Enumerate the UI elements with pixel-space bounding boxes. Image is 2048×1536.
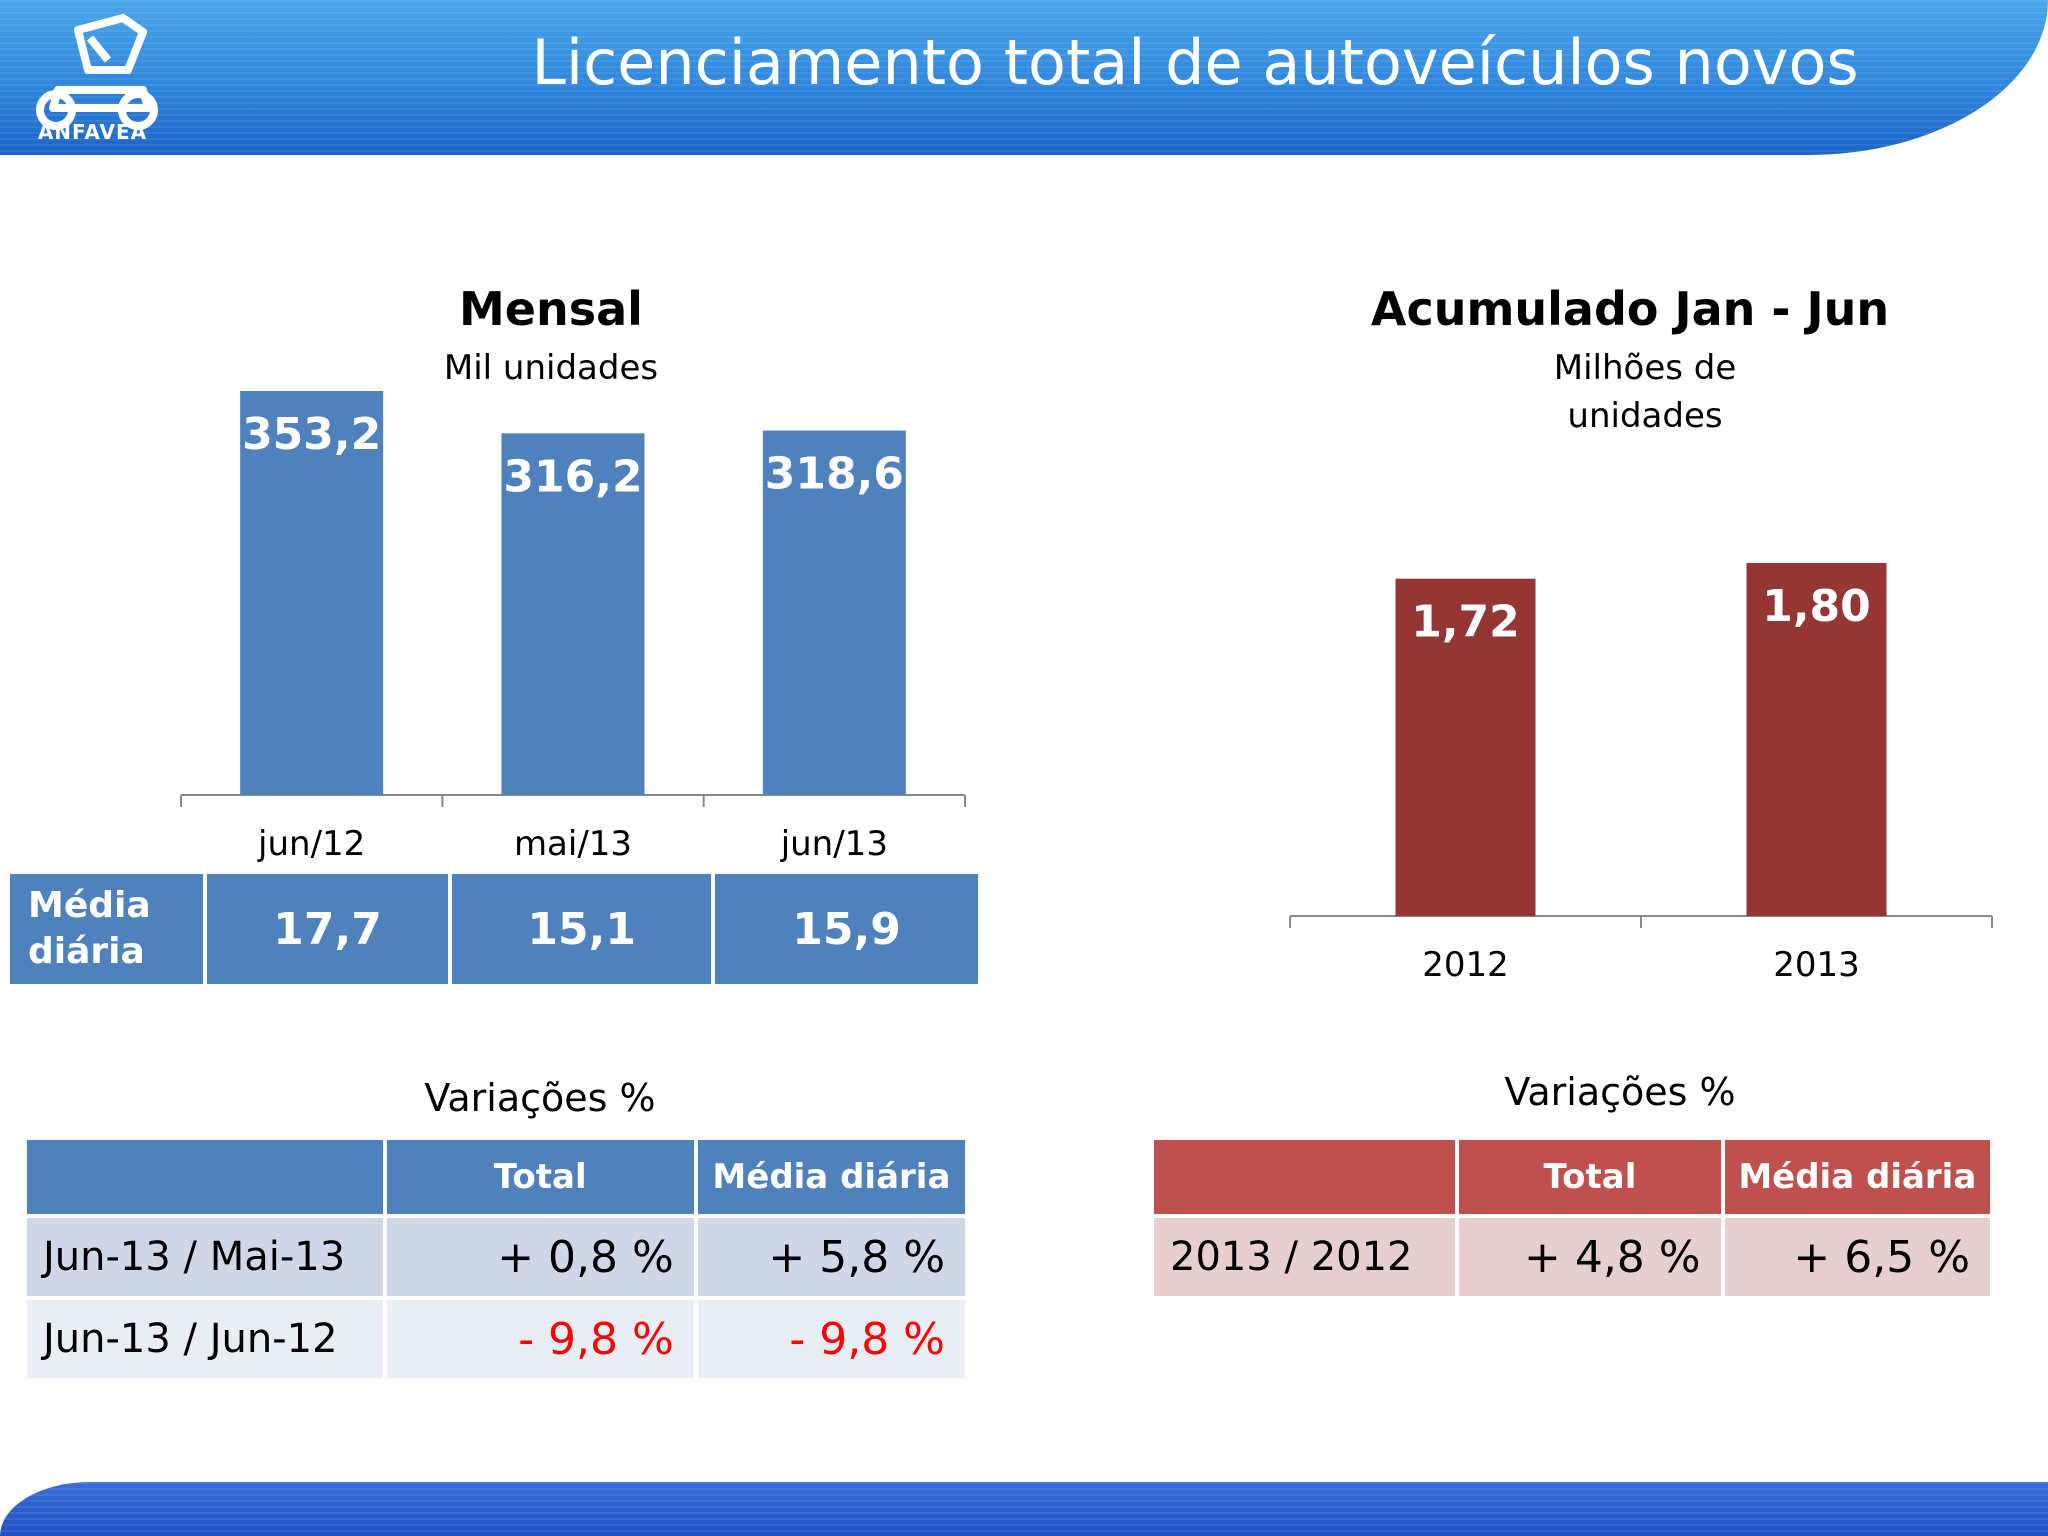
page-title: Licenciamento total de autoveículos novo…: [531, 26, 1859, 99]
daily-average-value: 15,9: [715, 874, 978, 984]
row-label: 2013 / 2012: [1154, 1218, 1456, 1296]
bar-value-label: 353,2: [242, 409, 381, 460]
row-label: Jun-13 / Mai-13: [27, 1218, 383, 1296]
left-header-total: Total: [386, 1140, 694, 1214]
x-tick-label: 2012: [1422, 945, 1509, 985]
bar: [1395, 578, 1536, 916]
monthly-bar-chart: 353,2 jun/12 316,2 mai/13 318,6 jun/13: [180, 391, 966, 864]
left-header-blank: [27, 1140, 383, 1214]
x-tick-label: 2013: [1773, 945, 1860, 985]
daily-average-table: Média diária 17,7 15,1 15,9: [6, 870, 982, 988]
bar-value-label: 1,80: [1762, 581, 1871, 632]
left-header-daily: Média diária: [697, 1140, 965, 1214]
footer-banner: [0, 1482, 2048, 1536]
anfavea-logo-icon: [36, 14, 158, 130]
row-daily-value: + 5,8 %: [697, 1218, 965, 1296]
left-chart-title: Mensal: [459, 282, 643, 336]
x-tick-label: mai/13: [514, 824, 632, 864]
header-banner: [0, 0, 2048, 155]
row-label: Jun-13 / Jun-12: [27, 1300, 383, 1378]
daily-average-label-line-2: diária: [28, 931, 145, 972]
bar-value-label: 1,72: [1411, 597, 1520, 648]
right-chart-subtitle: Milhões de unidades: [1445, 344, 1845, 440]
row-daily-value: + 6,5 %: [1724, 1218, 1990, 1296]
left-chart-subtitle: Mil unidades: [443, 348, 659, 388]
right-header-daily: Média diária: [1724, 1140, 1990, 1214]
bar: [762, 430, 906, 795]
left-variations-title: Variações %: [424, 1076, 656, 1120]
row-total-value: - 9,8 %: [386, 1300, 694, 1378]
row-total-value: + 4,8 %: [1459, 1218, 1721, 1296]
daily-average-label-line-1: Média: [28, 885, 151, 926]
bar: [240, 391, 384, 795]
left-variations-table: Total Média diária Jun-13 / Mai-13 + 0,8…: [23, 1136, 969, 1382]
logo-text: ANFAVEA: [37, 120, 148, 144]
cumulative-bar-chart: 1,72 2012 1,80 2013: [1289, 563, 1993, 985]
row-daily-value: - 9,8 %: [697, 1300, 965, 1378]
row-total-value: + 0,8 %: [386, 1218, 694, 1296]
right-chart-subtitle-line-2: unidades: [1567, 396, 1723, 436]
bar-value-label: 318,6: [765, 449, 904, 500]
right-chart-title: Acumulado Jan - Jun: [1370, 282, 1890, 336]
daily-average-value: 15,1: [452, 874, 712, 984]
bar: [501, 433, 645, 795]
bar: [1746, 563, 1887, 916]
x-tick-label: jun/13: [780, 824, 888, 864]
right-chart-subtitle-line-1: Milhões de: [1553, 348, 1737, 388]
right-header-total: Total: [1459, 1140, 1721, 1214]
daily-average-value: 17,7: [206, 874, 449, 984]
right-variations-title: Variações %: [1504, 1070, 1736, 1114]
bar-value-label: 316,2: [503, 451, 642, 502]
right-variations-table: Total Média diária 2013 / 2012 + 4,8 % +…: [1150, 1136, 1994, 1300]
x-tick-label: jun/12: [257, 824, 365, 864]
right-header-blank: [1154, 1140, 1456, 1214]
daily-average-label: Média diária: [10, 874, 203, 984]
